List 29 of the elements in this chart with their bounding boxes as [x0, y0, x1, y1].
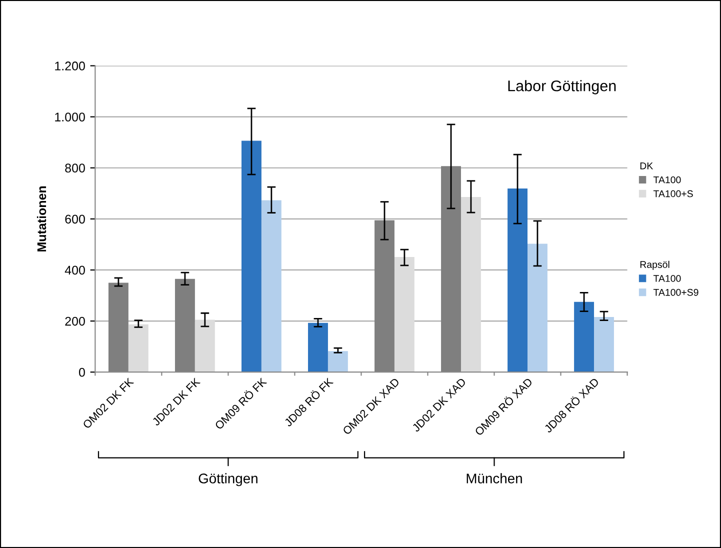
text: München	[466, 473, 522, 484]
bar	[394, 256, 414, 372]
y-axis-title: Mutationen	[36, 186, 46, 252]
legend-label: TA100+S9	[653, 288, 698, 296]
legend-label: TA100	[653, 176, 681, 184]
y-tick-label: 800	[65, 164, 85, 173]
legend-label: TA100	[653, 275, 681, 282]
legend-label: TA100+S	[653, 190, 693, 198]
text: DK	[640, 162, 654, 170]
y-tick-label: 400	[64, 266, 85, 275]
text: Rapsöl	[640, 260, 670, 270]
bar	[261, 200, 282, 372]
bar	[308, 322, 328, 372]
bar	[460, 196, 481, 372]
bar	[508, 188, 528, 372]
y-tick-label: 1.200	[55, 62, 85, 70]
annotation: Labor Göttingen	[508, 80, 616, 94]
bar	[194, 320, 215, 372]
bar	[128, 324, 148, 372]
y-tick-label: 0	[78, 368, 85, 377]
bar	[594, 316, 614, 372]
y-tick-label: 600	[65, 214, 85, 224]
bar	[528, 244, 548, 372]
bar	[574, 302, 594, 372]
bar	[242, 140, 262, 372]
text: Göttingen	[198, 473, 258, 486]
y-tick-label: 1.000	[55, 112, 85, 122]
bar	[328, 351, 348, 372]
y-tick-label: 200	[65, 316, 85, 326]
